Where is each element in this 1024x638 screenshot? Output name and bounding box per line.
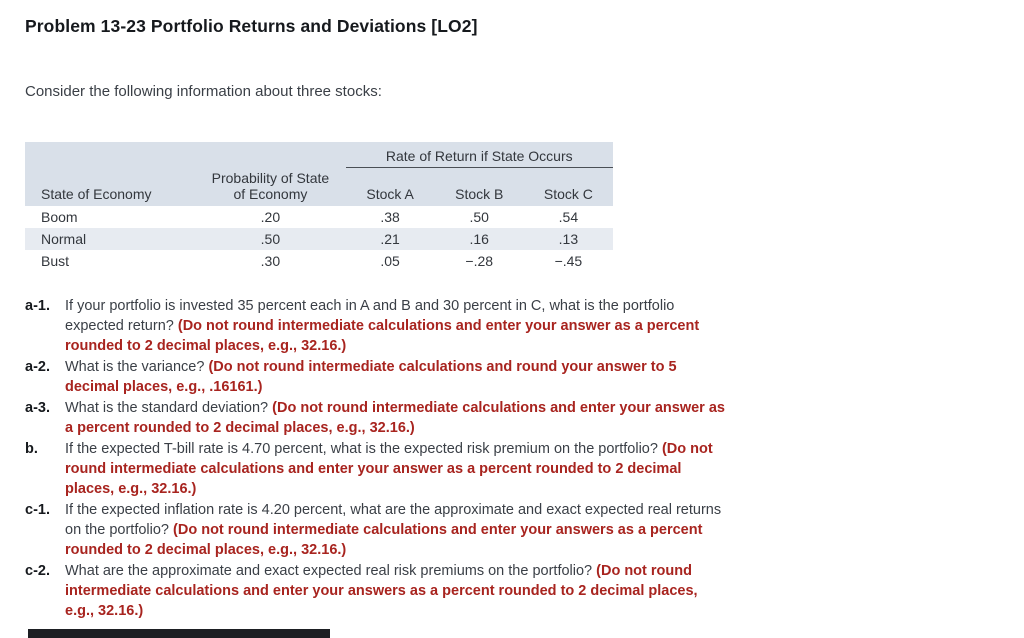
cell-stock-b: .16 [434, 227, 524, 250]
bottom-edge-bar [28, 629, 330, 638]
question-instruction: (Do not round intermediate calculations … [65, 521, 703, 558]
question-body: What is the variance? (Do not round inte… [65, 357, 725, 397]
question-label: a-1. [25, 297, 50, 314]
cell-stock-a: .21 [345, 227, 435, 250]
cell-stock-c: .54 [558, 208, 579, 225]
cell-stock-b: −.28 [465, 252, 494, 269]
col-header-stock-a: Stock A [345, 167, 435, 206]
question-b: b. If the expected T-bill rate is 4.70 p… [25, 439, 725, 499]
col-header-probability: Probability of State of Economy [195, 167, 346, 206]
question-instruction: (Do not round intermediate calculations … [65, 562, 698, 619]
table-row-bust: Bust .30 .05 −.28 −.45 [25, 250, 613, 272]
question-body: If your portfolio is invested 35 percent… [65, 296, 725, 356]
question-body: What are the approximate and exact expec… [65, 561, 725, 621]
problem-content: Problem 13-23 Portfolio Returns and Devi… [25, 16, 725, 621]
question-text: What are the approximate and exact expec… [65, 562, 597, 579]
table-row-normal: Normal .50 .21 .16 .13 [25, 227, 613, 250]
header-spacer [25, 142, 196, 168]
table-body: Boom .20 .38 .50 .54 Normal .50 .21 .16 … [25, 206, 613, 272]
cell-stock-b: .50 [469, 208, 489, 225]
table-row-boom: Boom .20 .38 .50 .54 [25, 206, 613, 228]
cell-state: Normal [25, 227, 196, 250]
question-label: c-1. [25, 501, 50, 518]
cell-probability: .30 [260, 252, 281, 269]
cell-probability: .50 [195, 227, 346, 250]
question-text: What is the standard deviation? [65, 399, 273, 416]
intro-text: Consider the following information about… [25, 83, 382, 100]
stock-returns-table: Rate of Return if State Occurs State of … [25, 142, 613, 272]
col-header-probability-line1: Probability of State [211, 169, 330, 186]
question-label: b. [25, 440, 38, 457]
question-body: What is the standard deviation? (Do not … [65, 398, 725, 438]
cell-state: Boom [41, 208, 78, 225]
question-label: a-2. [25, 358, 50, 375]
question-a3: a-3. What is the standard deviation? (Do… [25, 398, 725, 438]
question-instruction: (Do not round intermediate calculations … [65, 358, 677, 395]
question-instruction: (Do not round intermediate calculations … [65, 440, 713, 497]
cell-stock-c: .13 [523, 227, 613, 250]
span-header-rate-of-return: Rate of Return if State Occurs [345, 142, 613, 168]
question-a2: a-2. What is the variance? (Do not round… [25, 357, 725, 397]
question-text: If the expected inflation rate is 4.20 p… [65, 501, 722, 538]
question-instruction: (Do not round intermediate calculations … [65, 317, 700, 354]
cell-stock-a: .05 [380, 252, 400, 269]
question-c1: c-1. If the expected inflation rate is 4… [25, 500, 725, 560]
question-label: a-3. [25, 399, 50, 416]
cell-probability: .20 [260, 208, 281, 225]
col-header-stock-c: Stock C [523, 167, 613, 206]
question-body: If the expected T-bill rate is 4.70 perc… [65, 439, 725, 499]
header-spacer [195, 142, 346, 168]
table-header: Rate of Return if State Occurs State of … [25, 142, 613, 206]
question-c2: c-2. What are the approximate and exact … [25, 561, 725, 621]
question-label: c-2. [25, 562, 50, 579]
cell-stock-c: −.45 [554, 252, 583, 269]
question-instruction: (Do not round intermediate calculations … [65, 399, 725, 436]
col-header-probability-line2: of Economy [233, 185, 308, 202]
question-list: a-1. If your portfolio is invested 35 pe… [25, 296, 725, 621]
question-text: What is the variance? [65, 358, 209, 375]
question-text: If your portfolio is invested 35 percent… [65, 297, 675, 334]
col-header-stock-b: Stock B [434, 167, 524, 206]
page-title: Problem 13-23 Portfolio Returns and Devi… [25, 16, 478, 36]
cell-stock-a: .38 [380, 208, 400, 225]
col-header-state: State of Economy [25, 167, 196, 206]
question-a1: a-1. If your portfolio is invested 35 pe… [25, 296, 725, 356]
question-body: If the expected inflation rate is 4.20 p… [65, 500, 725, 560]
question-text: If the expected T-bill rate is 4.70 perc… [65, 440, 662, 457]
cell-state: Bust [41, 252, 70, 269]
